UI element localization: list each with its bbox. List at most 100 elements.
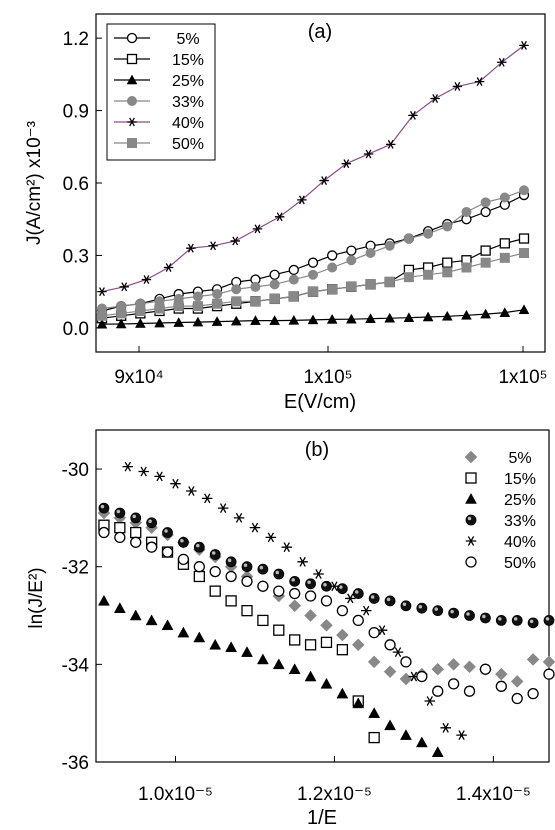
data-point-a — [480, 245, 491, 256]
data-point-a-shape — [116, 308, 127, 319]
legend-a: 5% 15% 25% 33% 40% 50% — [114, 31, 204, 153]
data-point-b-shape — [273, 624, 285, 636]
data-point-b-shape — [440, 722, 451, 733]
data-point-b-shape — [145, 541, 158, 553]
data-point-b-shape — [272, 658, 285, 670]
data-point-b — [480, 612, 491, 624]
data-point-b — [98, 594, 110, 606]
data-point-a — [519, 40, 529, 50]
data-point-b — [145, 614, 158, 626]
data-point-a — [163, 263, 174, 272]
data-point-a — [474, 77, 485, 87]
data-point-b-shape — [193, 541, 205, 553]
data-point-b — [510, 675, 524, 688]
data-point-a — [326, 313, 338, 324]
data-point-b — [511, 615, 523, 626]
data-point-b — [288, 599, 302, 613]
legend-marker-a-shape — [127, 96, 137, 106]
data-point-a — [384, 276, 395, 287]
data-point-a-shape — [442, 257, 453, 268]
legend-marker-a-shape — [126, 53, 138, 65]
data-point-a-shape — [518, 304, 530, 315]
legend-box-a — [106, 23, 216, 161]
data-point-b — [320, 677, 333, 689]
data-point-b — [416, 602, 428, 614]
data-point-a — [231, 284, 242, 295]
data-point-b — [352, 697, 365, 709]
legend-marker-a — [126, 32, 138, 44]
data-point-b-highlight — [164, 529, 168, 533]
data-point-a-shape — [423, 228, 434, 239]
data-point-b-shape — [352, 697, 365, 709]
data-point-b — [138, 466, 149, 477]
data-point-b-shape — [225, 641, 238, 653]
data-point-a-shape — [231, 296, 242, 307]
data-point-b-shape — [202, 493, 213, 504]
data-point-b — [448, 607, 460, 619]
data-point-b-highlight — [434, 607, 438, 611]
data-point-b-highlight — [100, 504, 105, 509]
data-point-a — [346, 281, 357, 292]
data-point-b — [367, 655, 381, 669]
data-point-b — [464, 610, 475, 621]
data-point-a — [230, 315, 242, 326]
data-point-b — [186, 486, 197, 496]
legend-marker-b — [465, 556, 477, 568]
data-point-b-shape — [511, 692, 523, 705]
data-point-b — [162, 527, 173, 538]
data-point-a — [365, 313, 376, 323]
legend-marker-a-shape — [127, 138, 137, 148]
data-point-b — [400, 656, 412, 668]
data-point-b-shape — [114, 507, 126, 519]
x-tick-label-b: 1.2x10⁻⁵ — [297, 784, 372, 805]
data-point-b — [431, 746, 444, 757]
data-point-a-shape — [403, 272, 414, 283]
data-point-b — [336, 604, 349, 617]
data-point-a — [403, 312, 415, 323]
data-point-b-shape — [320, 618, 333, 632]
data-point-a-shape — [346, 281, 357, 292]
data-point-a — [192, 301, 203, 312]
data-point-b-shape — [526, 653, 540, 666]
data-point-b — [146, 517, 158, 529]
data-point-b — [313, 569, 324, 579]
y-tick-label-b: -34 — [62, 655, 90, 676]
data-point-b — [209, 565, 221, 578]
data-point-b-shape — [122, 461, 134, 472]
data-point-a — [134, 318, 146, 328]
data-point-a-shape — [212, 298, 223, 309]
legend-marker-b-shape — [464, 450, 478, 464]
data-point-b-shape — [383, 665, 397, 679]
data-point-b-highlight — [355, 590, 359, 594]
data-point-b-shape — [320, 595, 333, 607]
data-point-b-shape — [289, 634, 301, 646]
data-point-a-shape — [154, 303, 165, 314]
panel-label-a: (a) — [308, 21, 332, 43]
data-point-b — [265, 532, 277, 543]
data-point-a — [308, 286, 318, 297]
data-point-b-shape — [320, 636, 333, 649]
data-point-b-shape — [313, 569, 324, 579]
data-point-a-shape — [442, 221, 453, 232]
data-point-a-shape — [192, 316, 204, 327]
data-point-b — [495, 680, 507, 692]
data-point-b-highlight — [116, 509, 121, 514]
data-point-a — [384, 312, 396, 323]
data-point-b — [432, 605, 444, 617]
data-point-b — [336, 644, 349, 656]
data-point-b — [289, 587, 301, 600]
data-point-a — [423, 228, 434, 239]
y-axis-label-a: J(A/cm²) x10⁻³ — [24, 121, 45, 245]
data-point-b — [114, 521, 126, 534]
data-point-b-shape — [209, 638, 222, 650]
data-point-b-shape — [138, 466, 149, 477]
data-point-b-shape — [494, 667, 508, 681]
data-point-b-shape — [225, 556, 237, 568]
data-point-b — [329, 581, 340, 592]
data-point-b — [178, 536, 189, 548]
data-point-a-shape — [422, 311, 434, 322]
data-point-a-shape — [363, 149, 374, 159]
data-point-b-highlight — [243, 563, 248, 567]
data-point-a — [480, 308, 492, 319]
data-point-b-shape — [432, 605, 444, 617]
